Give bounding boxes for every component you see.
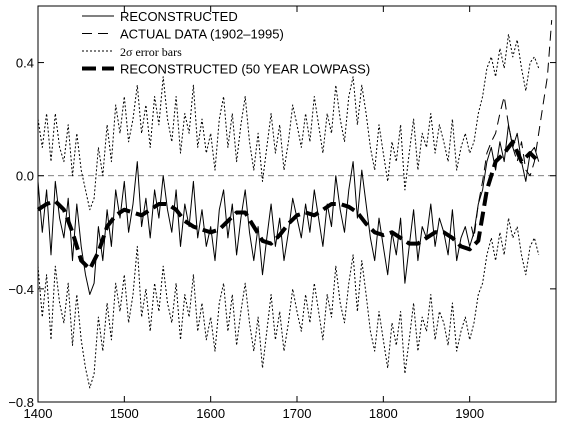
x-tick-label: 1700	[283, 406, 312, 421]
legend-label-3: RECONSTRUCTED (50 YEAR LOWPASS)	[120, 62, 370, 77]
x-tick-label: 1400	[24, 406, 53, 421]
legend-label-2: 2σ error bars	[120, 45, 182, 59]
y-tick-label: −0.4	[8, 282, 34, 297]
legend-label-1: ACTUAL DATA (1902–1995)	[120, 27, 284, 42]
plot-area	[36, 20, 556, 389]
x-tick-label: 1800	[369, 406, 398, 421]
series-line-1	[470, 20, 553, 239]
series-line-4	[36, 139, 541, 272]
series-line-2	[37, 33, 540, 211]
x-tick-label: 1600	[196, 406, 225, 421]
series-line-3	[37, 217, 540, 389]
legend-label-0: RECONSTRUCTED	[120, 9, 238, 24]
x-tick-label: 1900	[455, 406, 484, 421]
series-line-0	[37, 124, 540, 295]
y-tick-label: 0.0	[16, 169, 34, 184]
legend: RECONSTRUCTED ACTUAL DATA (1902–1995) 2σ e…	[82, 9, 370, 77]
y-tick-label: 0.4	[16, 56, 34, 71]
axes: 1400 1500 1600 1700 1800 1900 −0.8 −0.4 0.0 0.4	[8, 5, 557, 421]
x-tick-label: 1500	[110, 406, 139, 421]
y-tick-label: −0.8	[8, 395, 34, 410]
